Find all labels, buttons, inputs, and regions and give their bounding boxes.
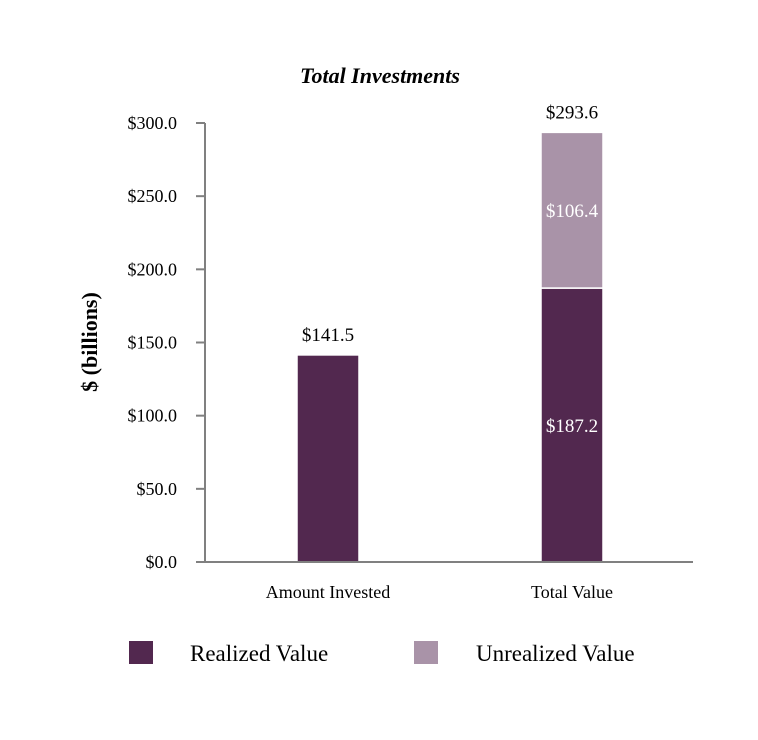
legend-label: Unrealized Value [476, 641, 635, 666]
x-category-label: Amount Invested [266, 582, 390, 602]
x-axis-categories: Amount Invested Total Value [266, 582, 613, 602]
segment-value-label: $106.4 [546, 201, 599, 222]
y-tick-label: $300.0 [128, 113, 178, 133]
y-axis-label: $ (billions) [77, 292, 102, 392]
chart-title: Total Investments [300, 63, 460, 88]
bar-total-label: $293.6 [546, 102, 598, 123]
y-tick-label: $0.0 [146, 552, 178, 572]
bar-realized-value [296, 354, 360, 563]
y-tick-label: $150.0 [128, 333, 178, 353]
legend: Realized Value Unrealized Value [129, 641, 635, 666]
y-axis-ticks: $0.0 $50.0 $100.0 $150.0 $200.0 $250.0 $300.0 [128, 113, 205, 572]
y-tick-label: $200.0 [128, 259, 178, 279]
legend-swatch [414, 641, 438, 664]
y-tick-label: $50.0 [137, 479, 178, 499]
y-tick-label: $250.0 [128, 186, 178, 206]
y-tick-label: $100.0 [128, 406, 178, 426]
x-category-label: Total Value [531, 582, 613, 602]
bar-unrealized-value [540, 131, 604, 289]
segment-value-label: $187.2 [546, 416, 598, 437]
bars: $141.5 $187.2 $106.4 $293.6 [296, 102, 604, 563]
bar-total-label: $141.5 [302, 325, 354, 346]
legend-swatch [129, 641, 153, 664]
legend-label: Realized Value [190, 641, 328, 666]
